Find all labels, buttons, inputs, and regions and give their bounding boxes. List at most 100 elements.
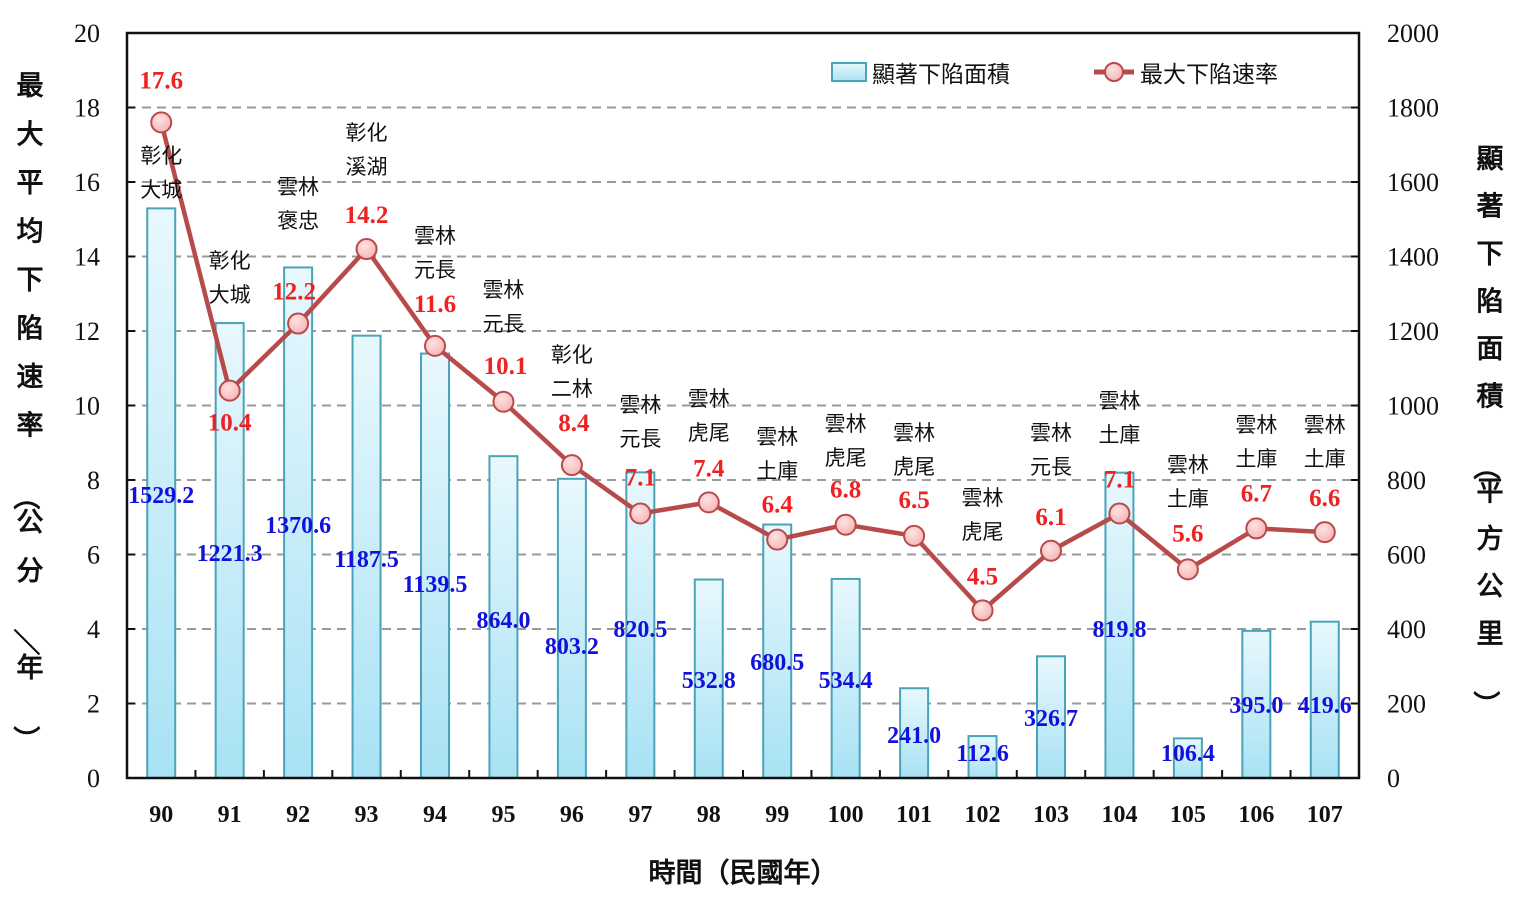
line-series-rate (150, 111, 1336, 622)
legend-marker-swatch (1104, 62, 1124, 82)
rate-marker-101 (903, 524, 926, 547)
location-label-107-line1: 雲林 (1304, 413, 1346, 437)
area-label-98: 532.8 (682, 668, 736, 694)
location-label-94-line2: 元長 (414, 258, 456, 282)
rate-marker-106 (1245, 517, 1268, 540)
bar-area-107 (1309, 620, 1340, 779)
rate-label-94: 11.6 (414, 291, 456, 318)
y-right-tick-label: 200 (1387, 690, 1426, 719)
location-label-96-line2: 二林 (551, 377, 593, 401)
rate-label-93: 14.2 (345, 202, 389, 229)
area-label-102: 112.6 (956, 741, 1009, 767)
location-label-91-line1: 彰化 (209, 249, 251, 273)
y-left-tick-label: 0 (87, 764, 100, 793)
bar-area-106 (1241, 629, 1272, 779)
location-label-94-line1: 雲林 (414, 224, 456, 248)
rate-label-107: 6.6 (1309, 485, 1340, 512)
area-label-103: 326.7 (1024, 706, 1078, 732)
area-label-91: 1221.3 (197, 541, 263, 567)
bar-area-101 (899, 687, 930, 779)
y-left-tick-label: 18 (74, 94, 100, 123)
location-label-104-line2: 土庫 (1098, 423, 1140, 447)
area-label-93: 1187.5 (334, 547, 399, 573)
y-right-tick-label: 400 (1387, 615, 1426, 644)
rate-marker-104 (1108, 502, 1131, 525)
x-tick-label-105: 105 (1170, 802, 1206, 828)
axis-tick-labels: 0246810121416182002004006008001000120014… (74, 19, 1439, 828)
rate-marker-100 (834, 513, 857, 536)
location-label-95-line1: 雲林 (482, 278, 524, 302)
rate-label-95: 10.1 (484, 353, 528, 380)
rate-marker-102 (971, 599, 994, 622)
location-label-92-line2: 褒忠 (277, 209, 319, 233)
location-label-104-line1: 雲林 (1098, 389, 1140, 413)
rate-label-106: 6.7 (1241, 480, 1272, 507)
bar-area-92 (283, 266, 314, 779)
bar-area-95 (488, 455, 519, 779)
location-label-106-line1: 雲林 (1235, 413, 1277, 437)
rate-label-96: 8.4 (558, 410, 590, 437)
rate-label-98: 7.4 (693, 455, 725, 482)
location-label-100-line1: 雲林 (825, 412, 867, 436)
x-tick-label-107: 107 (1307, 802, 1343, 828)
x-tick-label-101: 101 (896, 802, 932, 828)
rate-label-91: 10.4 (208, 410, 252, 437)
location-label-95-line2: 元長 (482, 312, 524, 336)
rate-line (159, 121, 1325, 613)
rate-label-90: 17.6 (139, 67, 183, 94)
location-label-102-line2: 虎尾 (962, 520, 1004, 544)
y-right-tick-label: 800 (1387, 466, 1426, 495)
y-left-tick-label: 4 (87, 615, 100, 644)
bar-area-102 (967, 735, 998, 780)
area-label-101: 241.0 (887, 723, 941, 749)
location-label-101-line2: 虎尾 (893, 455, 935, 479)
area-label-104: 819.8 (1092, 617, 1146, 643)
location-label-90-line2: 大城 (140, 178, 182, 202)
location-label-99-line2: 土庫 (756, 459, 798, 483)
y-right-axis-title: 顯著下陷面積（平方公里） (1470, 144, 1504, 718)
location-label-97-line1: 雲林 (619, 393, 661, 417)
bar-area-99 (762, 523, 793, 779)
legend-label-area: 顯著下陷面積 (872, 62, 1010, 88)
location-label-105-line1: 雲林 (1167, 453, 1209, 477)
x-tick-label-91: 91 (218, 802, 242, 828)
area-label-90: 1529.2 (128, 483, 194, 509)
area-label-94: 1139.5 (403, 572, 468, 598)
y-right-tick-label: 1800 (1387, 94, 1439, 123)
rate-label-103: 6.1 (1035, 504, 1066, 531)
y-left-tick-label: 20 (74, 19, 100, 48)
area-label-96: 803.2 (545, 634, 599, 660)
location-label-90-line1: 彰化 (140, 144, 182, 168)
rate-label-100: 6.8 (830, 477, 861, 504)
rate-marker-95 (492, 390, 515, 413)
rate-marker-96 (560, 454, 583, 477)
data-labels: 17.6 10.4 12.2 14.2 11.6 10.1 8.4 7.1 7.4 6.4 6.8 6… (128, 67, 1352, 767)
y-left-tick-label: 16 (74, 168, 100, 197)
x-tick-label-100: 100 (828, 802, 864, 828)
rate-marker-97 (629, 502, 652, 525)
rate-marker-103 (1040, 539, 1062, 562)
location-label-98-line2: 虎尾 (688, 421, 730, 445)
location-label-91-line2: 大城 (209, 283, 251, 307)
x-tick-label-104: 104 (1101, 802, 1137, 828)
y-right-tick-label: 600 (1387, 541, 1426, 570)
x-tick-label-95: 95 (491, 802, 515, 828)
legend-bar-swatch (831, 62, 867, 82)
x-tick-label-96: 96 (560, 802, 584, 828)
y-left-tick-label: 12 (74, 317, 100, 346)
area-label-106: 395.0 (1229, 693, 1283, 719)
location-label-97-line2: 元長 (619, 427, 661, 451)
location-label-107-line2: 土庫 (1304, 447, 1346, 471)
x-tick-label-93: 93 (355, 802, 379, 828)
x-tick-label-97: 97 (628, 802, 652, 828)
location-label-100-line2: 虎尾 (825, 446, 867, 470)
y-right-tick-label: 0 (1387, 764, 1400, 793)
y-left-tick-label: 14 (74, 243, 100, 272)
legend: 顯著下陷面積 最大下陷速率 (831, 62, 1278, 88)
x-tick-label-90: 90 (149, 802, 173, 828)
rate-marker-94 (424, 334, 446, 357)
location-label-106-line2: 土庫 (1235, 447, 1277, 471)
axis-titles: 時間（民國年） 最大平均下陷速率（公分／年） 顯著下陷面積（平方公里） (10, 71, 1504, 889)
y-left-axis-title: 最大平均下陷速率（公分／年） (10, 71, 44, 753)
